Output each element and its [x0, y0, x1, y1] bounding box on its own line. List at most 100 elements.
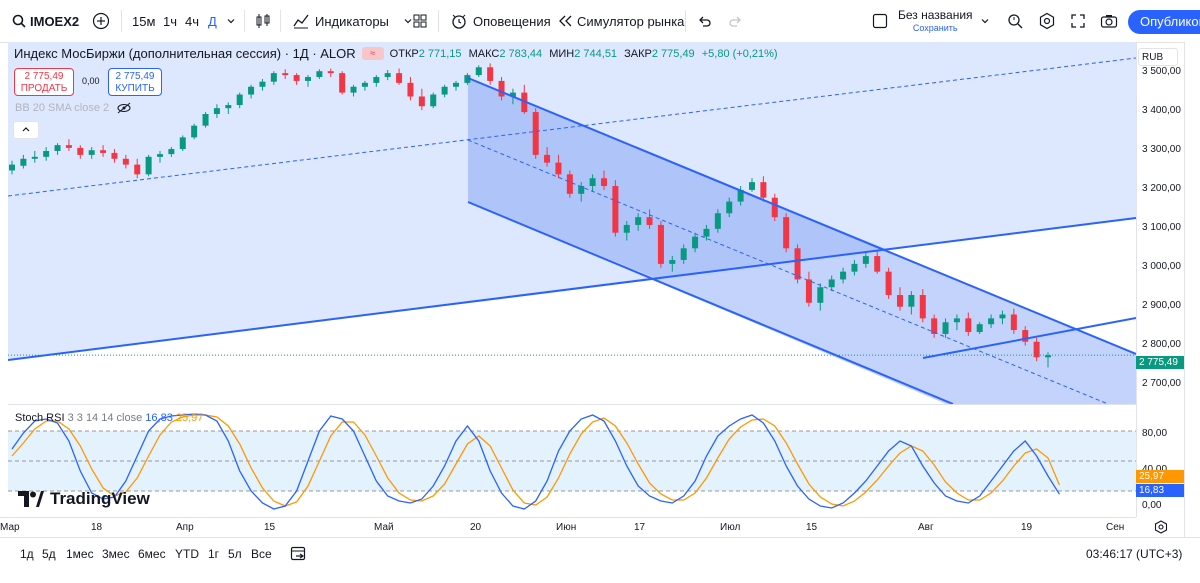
candle [589, 174, 596, 192]
clock-timezone[interactable]: 03:46:17 (UTC+3) [1086, 547, 1183, 561]
candle [771, 193, 778, 222]
layout-dropdown[interactable] [980, 0, 990, 42]
range-button[interactable]: 1д [20, 547, 34, 561]
buy-button[interactable]: 2 775,49 КУПИТЬ [108, 68, 162, 96]
range-button[interactable]: Все [251, 547, 272, 561]
stoch-rsi-pane[interactable] [8, 405, 1136, 517]
range-button[interactable]: 1г [208, 547, 220, 561]
candle [737, 186, 744, 206]
chevron-down-icon [404, 19, 412, 24]
axis-settings-button[interactable] [1154, 520, 1168, 539]
candle [65, 139, 72, 151]
candle [760, 176, 767, 202]
channel-mid-line[interactable] [467, 139, 1109, 404]
snapshot-button[interactable] [1100, 0, 1118, 42]
candle [1010, 308, 1017, 334]
time-axis-label: Июл [720, 522, 741, 533]
candle [31, 150, 38, 163]
indicators-button[interactable]: Индикаторы [292, 0, 413, 42]
price-scale[interactable] [1136, 42, 1200, 517]
range-button[interactable]: 3мес [102, 547, 130, 561]
eye-hidden-icon[interactable] [116, 102, 132, 114]
interval-15m[interactable]: 15м [132, 0, 155, 42]
time-axis-label: 18 [91, 522, 103, 533]
templates-button[interactable] [412, 0, 428, 42]
chart-pane[interactable] [8, 42, 1136, 404]
redo-button[interactable] [728, 0, 744, 42]
buy-price: 2 775,49 [115, 71, 155, 82]
gear-icon [1039, 12, 1055, 30]
interval-dropdown[interactable] [226, 0, 236, 42]
undo-button[interactable] [696, 0, 712, 42]
magic-search-icon [1008, 14, 1023, 29]
range-button[interactable]: YTD [175, 547, 199, 561]
short-trend-line[interactable] [922, 317, 1136, 359]
range-button[interactable]: 1мес [66, 547, 94, 561]
sell-button[interactable]: 2 775,49 ПРОДАТЬ [14, 68, 74, 96]
channel-lower-line[interactable] [467, 201, 954, 404]
time-axis-label: Июн [556, 522, 577, 533]
range-button[interactable]: 5л [228, 547, 242, 561]
candle [794, 244, 801, 284]
time-axis-label: Сен [1106, 522, 1125, 533]
stoch-rsi-legend[interactable]: Stoch RSI 3 3 14 14 close 16,83 25,97 [15, 412, 203, 424]
right-side-panel-edge [1184, 42, 1200, 537]
candle [77, 145, 84, 159]
settings-button[interactable] [1038, 0, 1056, 42]
time-axis-label: 15 [806, 522, 818, 533]
ohlc-values: ОТКР2 771,15 МАКС2 783,44 МИН2 744,51 ЗА… [390, 48, 782, 60]
candle [305, 75, 311, 87]
alerts-button[interactable]: Оповещения [450, 0, 551, 42]
goto-date-button[interactable] [290, 545, 308, 566]
high-key: МАКС [468, 47, 500, 60]
top-toolbar: IMOEX2 15м 1ч 4ч Д Индикаторы Оповещения… [0, 0, 1200, 43]
time-axis[interactable] [0, 517, 1136, 538]
price-scale-label: 3 300,00 [1142, 143, 1181, 155]
range-button[interactable]: 5д [42, 547, 56, 561]
replay-button[interactable]: Симулятор рынка [557, 0, 684, 42]
interval-4h[interactable]: 4ч [185, 0, 199, 42]
compare-button[interactable] [92, 0, 110, 42]
legend-title[interactable]: Индекс МосБиржи (дополнительная сессия) … [14, 46, 356, 61]
price-chart[interactable] [8, 42, 1136, 404]
publish-button[interactable]: Опубликова [1128, 10, 1200, 34]
indicators-icon [293, 14, 309, 29]
price-scale-label: 3 100,00 [1142, 221, 1181, 233]
range-button[interactable]: 6мес [138, 547, 166, 561]
chevron-down-icon [981, 19, 989, 24]
tradingview-logo[interactable]: TradingView [18, 489, 150, 509]
candle [908, 291, 915, 315]
candle [43, 147, 50, 161]
interval-1h[interactable]: 1ч [163, 0, 177, 42]
currency-selector[interactable]: RUB [1138, 48, 1178, 66]
gear-icon [1154, 520, 1168, 534]
candle [111, 149, 118, 163]
layout-save[interactable]: Без названия Сохранить [898, 9, 973, 35]
collapse-legend-button[interactable] [13, 121, 39, 139]
alarm-clock-icon [452, 14, 466, 29]
candle [316, 69, 323, 79]
symbol-search[interactable]: IMOEX2 [12, 0, 79, 42]
price-scale-label: 2 900,00 [1142, 299, 1181, 311]
pane-separator[interactable] [8, 404, 1136, 405]
candle [874, 250, 881, 274]
candle [555, 154, 562, 179]
chart-type-button[interactable] [254, 0, 272, 42]
dashed-trend-line[interactable] [8, 57, 1136, 197]
candle [418, 88, 425, 111]
candle [179, 135, 186, 151]
layout-checkbox[interactable] [872, 0, 888, 42]
fullscreen-icon [1071, 14, 1085, 28]
candle [1022, 326, 1029, 346]
bb-indicator-label[interactable]: BB 20 SMA close 2 [15, 102, 132, 114]
quick-search-button[interactable] [1006, 0, 1024, 42]
channel-upper-line[interactable] [467, 77, 1136, 355]
candle [942, 318, 949, 338]
tradingview-wordmark: TradingView [50, 489, 150, 508]
calendar-arrow-icon [290, 546, 306, 561]
fullscreen-button[interactable] [1070, 0, 1086, 42]
candle [350, 84, 357, 97]
rising-trend-line[interactable] [8, 217, 1136, 361]
bb-label-text: BB 20 SMA close 2 [15, 102, 110, 114]
interval-1d[interactable]: Д [208, 0, 217, 42]
